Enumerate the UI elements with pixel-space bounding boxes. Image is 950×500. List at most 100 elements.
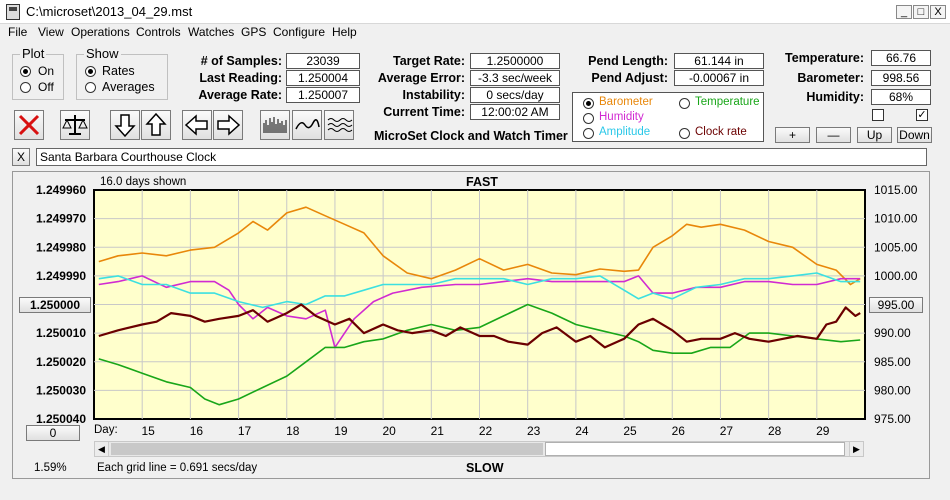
show-rates-radio[interactable] xyxy=(85,66,96,77)
temperature-label: Temperature: xyxy=(785,51,864,65)
samples-value: 23039 xyxy=(286,53,360,69)
plot-off-radio[interactable] xyxy=(20,82,31,93)
center-rate-button[interactable]: 1.250000 xyxy=(19,297,91,313)
right-checkbox[interactable]: ✓ xyxy=(916,109,928,121)
right-tick-label: 1010.00 xyxy=(874,212,918,226)
arrow-left-icon xyxy=(184,114,208,136)
scroll-down-button[interactable] xyxy=(110,110,140,140)
fast-label: FAST xyxy=(466,175,498,189)
menu-operations[interactable]: Operations xyxy=(71,25,130,39)
humidity-radio[interactable] xyxy=(583,113,594,124)
raw-plot-button[interactable] xyxy=(260,110,290,140)
pend-adjust-label: Pend Adjust: xyxy=(591,71,668,85)
humidity-value: 68% xyxy=(871,89,931,105)
menu-configure[interactable]: Configure xyxy=(273,25,326,39)
x-tick-label: 18 xyxy=(286,424,300,438)
temperature-series-line xyxy=(98,303,861,406)
smooth-plot-button[interactable] xyxy=(292,110,322,140)
right-tick-label: 1005.00 xyxy=(874,240,918,254)
offset-button[interactable]: 0 xyxy=(26,425,80,441)
time-scrollbar[interactable]: ◀ ▶ xyxy=(94,441,864,457)
slow-label: SLOW xyxy=(466,461,504,475)
minimize-button[interactable]: _ xyxy=(896,5,912,19)
barometer-value: 998.56 xyxy=(871,70,931,86)
menu-view[interactable]: View xyxy=(38,25,64,39)
menu-bar: File View Operations Controls Watches GP… xyxy=(0,24,950,42)
x-tick-label: 29 xyxy=(816,424,830,438)
x-tick-label: 16 xyxy=(190,424,204,438)
balance-scale-icon xyxy=(62,115,88,135)
instability-label: Instability: xyxy=(402,88,465,102)
scroll-left-button[interactable] xyxy=(182,110,212,140)
wave-icon xyxy=(295,119,320,130)
x-tick-label: 20 xyxy=(382,424,396,438)
left-tick-label: 1.249990 xyxy=(36,269,86,283)
average-rate-label: Average Rate: xyxy=(198,88,282,102)
menu-file[interactable]: File xyxy=(8,25,28,39)
barometer-series-line xyxy=(98,206,861,286)
scrollbar-track-fill xyxy=(111,443,543,455)
series-layer xyxy=(98,206,861,406)
balance-button[interactable] xyxy=(60,110,90,140)
average-error-label: Average Error: xyxy=(377,71,465,85)
left-tick-label: 1.249960 xyxy=(36,183,86,197)
barometer-radio[interactable] xyxy=(583,98,594,109)
scroll-up-button[interactable] xyxy=(141,110,171,140)
stop-button[interactable] xyxy=(14,110,44,140)
temperature-radio[interactable] xyxy=(679,98,690,109)
plus-button[interactable]: + xyxy=(775,127,810,143)
window-title: C:\microset\2013_04_29.mst xyxy=(26,4,193,19)
right-tick-label: 975.00 xyxy=(874,412,911,426)
right-tick-label: 1015.00 xyxy=(874,183,918,197)
show-averages-label: Averages xyxy=(102,80,155,94)
x-tick-label: 21 xyxy=(431,424,445,438)
red-x-icon xyxy=(18,114,40,136)
menu-help[interactable]: Help xyxy=(332,25,357,39)
scrollbar-thumb[interactable] xyxy=(545,442,845,456)
menu-watches[interactable]: Watches xyxy=(188,25,235,39)
bars-icon xyxy=(263,117,287,133)
plot-on-radio[interactable] xyxy=(20,66,31,77)
show-group-label: Show xyxy=(84,46,121,61)
multi-plot-button[interactable] xyxy=(324,110,354,140)
plot-group-label: Plot xyxy=(20,46,47,61)
left-tick-label: 1.250010 xyxy=(36,326,86,340)
show-group xyxy=(76,54,168,100)
amplitude-series-line xyxy=(98,272,861,309)
series-selector: Barometer Temperature Humidity Amplitude… xyxy=(572,92,764,142)
menu-gps[interactable]: GPS xyxy=(241,25,267,39)
x-tick-label: 27 xyxy=(720,424,734,438)
pend-adjust-value: -0.00067 in xyxy=(674,70,764,86)
percent-readout: 1.59% xyxy=(34,462,67,474)
show-averages-radio[interactable] xyxy=(85,82,96,93)
amplitude-legend: Amplitude xyxy=(599,126,651,138)
grid-note: Each grid line = 0.691 secs/day xyxy=(97,462,258,474)
right-tick-label: 1000.00 xyxy=(874,269,918,283)
arrow-down-icon xyxy=(114,114,136,138)
temperature-value: 66.76 xyxy=(871,50,931,66)
down-button[interactable]: Down xyxy=(897,127,932,143)
scroll-left-arrow-icon[interactable]: ◀ xyxy=(95,442,109,456)
x-tick-label: 15 xyxy=(142,424,156,438)
temperature-legend: Temperature xyxy=(695,96,760,108)
clear-clock-name-button[interactable]: X xyxy=(12,148,30,166)
menu-controls[interactable]: Controls xyxy=(136,25,181,39)
plot-off-label: Off xyxy=(38,80,54,94)
instability-value: 0 secs/day xyxy=(470,87,560,103)
left-checkbox[interactable] xyxy=(872,109,884,121)
close-button[interactable]: X xyxy=(930,5,946,19)
clock-rate-radio[interactable] xyxy=(679,128,690,139)
amplitude-radio[interactable] xyxy=(583,128,594,139)
arrow-right-icon xyxy=(217,114,241,136)
up-button[interactable]: Up xyxy=(857,127,892,143)
minus-button[interactable]: — xyxy=(816,127,851,143)
maximize-button[interactable]: □ xyxy=(913,5,929,19)
clock-name-field[interactable]: Santa Barbara Courthouse Clock xyxy=(36,148,927,166)
center-barometer-button[interactable]: 995.00 xyxy=(869,297,923,313)
scroll-right-arrow-icon[interactable]: ▶ xyxy=(849,442,863,456)
scroll-right-button[interactable] xyxy=(213,110,243,140)
x-tick-label: 26 xyxy=(672,424,686,438)
left-tick-label: 1.249980 xyxy=(36,240,86,254)
left-tick-label: 1.249970 xyxy=(36,212,86,226)
right-tick-label: 980.00 xyxy=(874,383,911,397)
